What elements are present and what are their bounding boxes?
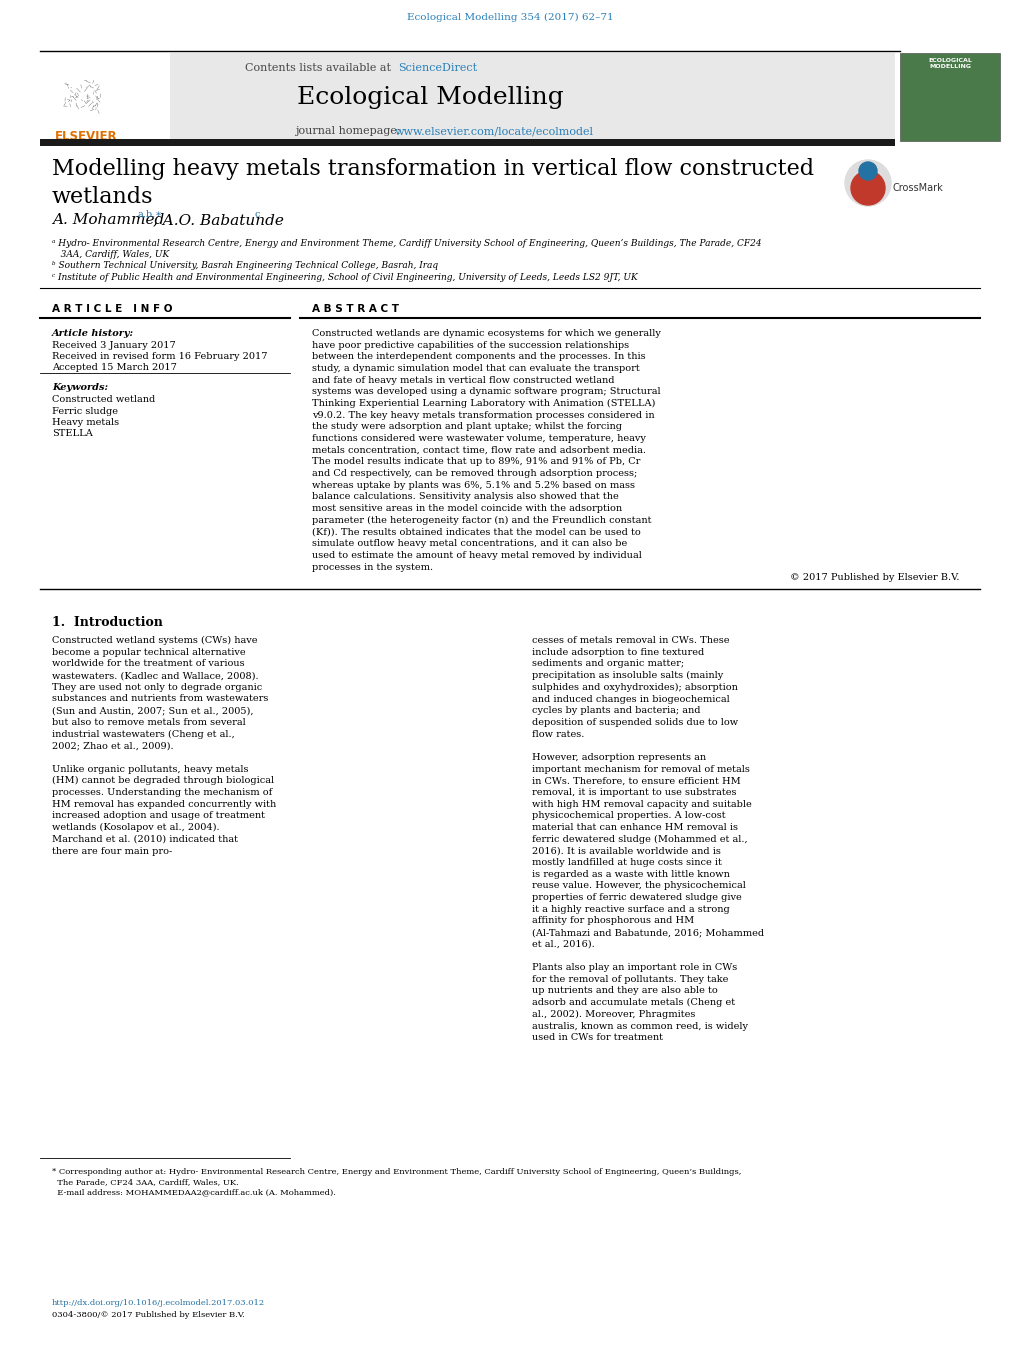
Text: ScienceDirect: ScienceDirect <box>397 63 477 73</box>
Text: ᶜ Institute of Public Health and Environmental Engineering, School of Civil Engi: ᶜ Institute of Public Health and Environ… <box>52 273 637 282</box>
Text: A B S T R A C T: A B S T R A C T <box>312 304 398 313</box>
Text: * Corresponding author at: Hydro- Environmental Research Centre, Energy and Envi: * Corresponding author at: Hydro- Enviro… <box>52 1169 741 1196</box>
Text: journal homepage:: journal homepage: <box>294 126 404 136</box>
Circle shape <box>844 159 891 205</box>
Text: ELSEVIER: ELSEVIER <box>55 130 117 143</box>
Text: ᵇ Southern Technical University, Basrah Engineering Technical College, Basrah, I: ᵇ Southern Technical University, Basrah … <box>52 261 438 270</box>
Text: Ecological Modelling: Ecological Modelling <box>297 86 562 109</box>
Text: , A.O. Babatunde: , A.O. Babatunde <box>153 213 283 227</box>
Text: Accepted 15 March 2017: Accepted 15 March 2017 <box>52 363 176 372</box>
Text: cesses of metals removal in CWs. These
include adsorption to fine textured
sedim: cesses of metals removal in CWs. These i… <box>532 636 763 1054</box>
FancyBboxPatch shape <box>899 53 999 141</box>
FancyBboxPatch shape <box>40 53 170 141</box>
Text: Modelling heavy metals transformation in vertical flow constructed
wetlands: Modelling heavy metals transformation in… <box>52 158 813 208</box>
Text: http://dx.doi.org/10.1016/j.ecolmodel.2017.03.012: http://dx.doi.org/10.1016/j.ecolmodel.20… <box>52 1300 265 1306</box>
Text: Ferric sludge: Ferric sludge <box>52 407 118 416</box>
Text: ECOLOGICAL
MODELLING: ECOLOGICAL MODELLING <box>927 58 971 69</box>
Text: Constructed wetlands are dynamic ecosystems for which we generally
have poor pre: Constructed wetlands are dynamic ecosyst… <box>312 330 660 571</box>
Text: Contents lists available at: Contents lists available at <box>246 63 394 73</box>
Text: STELLA: STELLA <box>52 430 93 439</box>
Text: Heavy metals: Heavy metals <box>52 417 119 427</box>
Text: Constructed wetland: Constructed wetland <box>52 394 155 404</box>
Text: ᵃ Hydro- Environmental Research Centre, Energy and Environment Theme, Cardiff Un: ᵃ Hydro- Environmental Research Centre, … <box>52 239 761 259</box>
FancyBboxPatch shape <box>40 139 894 146</box>
Text: Ecological Modelling 354 (2017) 62–71: Ecological Modelling 354 (2017) 62–71 <box>407 14 612 22</box>
Text: 0304-3800/© 2017 Published by Elsevier B.V.: 0304-3800/© 2017 Published by Elsevier B… <box>52 1310 245 1319</box>
Text: A R T I C L E   I N F O: A R T I C L E I N F O <box>52 304 172 313</box>
Text: Keywords:: Keywords: <box>52 382 108 392</box>
Text: www.elsevier.com/locate/ecolmodel: www.elsevier.com/locate/ecolmodel <box>394 126 593 136</box>
Circle shape <box>850 172 884 205</box>
Text: © 2017 Published by Elsevier B.V.: © 2017 Published by Elsevier B.V. <box>790 573 959 582</box>
Text: Constructed wetland systems (CWs) have
become a popular technical alternative
wo: Constructed wetland systems (CWs) have b… <box>52 636 276 867</box>
Text: c: c <box>255 209 260 219</box>
Text: A. Mohammed: A. Mohammed <box>52 213 164 227</box>
Text: Received in revised form 16 February 2017: Received in revised form 16 February 201… <box>52 353 267 361</box>
Text: a,b,∗: a,b,∗ <box>138 209 163 219</box>
Text: Received 3 January 2017: Received 3 January 2017 <box>52 340 175 350</box>
Text: 1.  Introduction: 1. Introduction <box>52 616 163 630</box>
FancyBboxPatch shape <box>40 53 894 141</box>
Text: CrossMark: CrossMark <box>892 182 943 193</box>
Circle shape <box>858 162 876 180</box>
Text: Article history:: Article history: <box>52 330 133 338</box>
